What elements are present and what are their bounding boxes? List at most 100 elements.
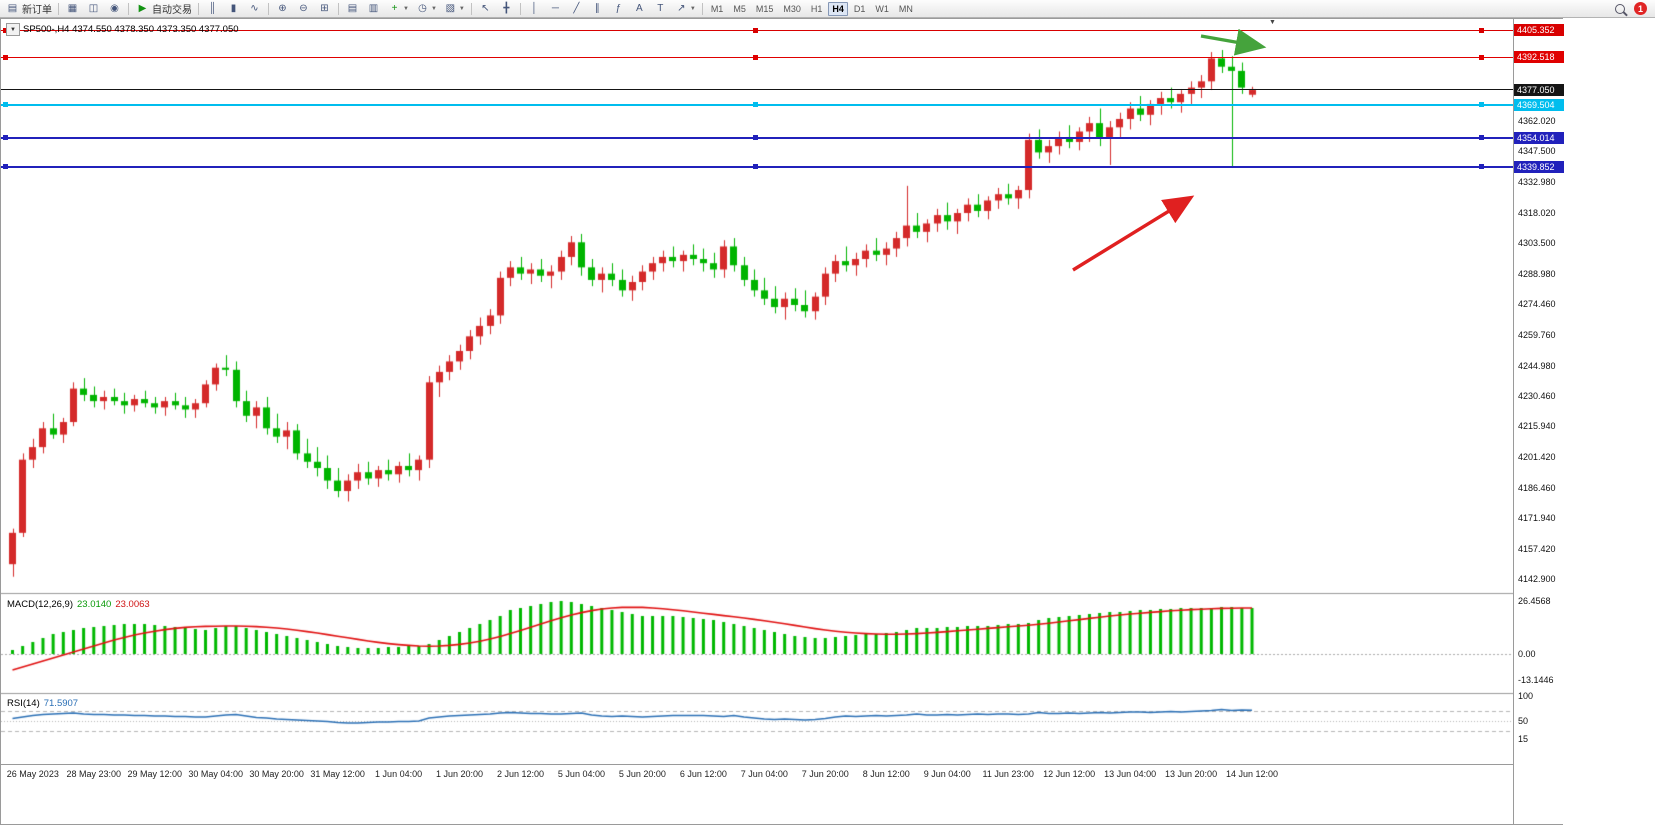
price-tag-4339.852: 4339.852 — [1514, 161, 1564, 174]
blue-line-4354-handle[interactable] — [1479, 134, 1484, 140]
period-icon-caret[interactable]: ▼ — [430, 5, 437, 12]
chart-profile-icon: ▥ — [368, 2, 379, 14]
symbol-header: ▼ SP500-,H4 4374.550 4378.350 4373.350 4… — [6, 23, 239, 36]
blue-line-4354-handle[interactable] — [753, 134, 758, 140]
zoom-out-button[interactable]: ⊖ — [293, 1, 314, 17]
search-icon[interactable] — [1615, 3, 1625, 14]
time-axis-label: 7 Jun 20:00 — [801, 769, 849, 779]
time-axis-label: 13 Jun 20:00 — [1165, 769, 1218, 779]
time-axis-label: 14 Jun 12:00 — [1225, 769, 1279, 779]
rsi-indicator-label: RSI(14) 71.5907 — [7, 698, 78, 709]
bar-chart-button[interactable]: ║ — [202, 1, 223, 17]
cyan-line-4369-handle[interactable] — [1479, 102, 1484, 108]
timeframe-button-M15[interactable]: M15 — [755, 3, 774, 14]
template-icon-caret[interactable]: ▼ — [458, 5, 465, 12]
timeframe-button-D1[interactable]: D1 — [853, 3, 866, 14]
cursor-button[interactable]: ↖ — [475, 1, 496, 17]
market-watch-icon: ◫ — [88, 2, 99, 14]
red-line-4392-handle[interactable] — [1479, 54, 1484, 60]
red-line-4405-handle[interactable] — [753, 27, 758, 33]
timeframe-button-M1[interactable]: M1 — [710, 3, 724, 14]
time-axis-label: 12 Jun 12:00 — [1043, 769, 1096, 779]
add-indicator-button[interactable]: + ▼ — [384, 1, 412, 17]
macd-axis-label: 0.00 — [1518, 649, 1536, 659]
timeframe-button-H1[interactable]: H1 — [810, 3, 823, 14]
candlestick-chart-canvas[interactable] — [1, 19, 1513, 764]
current-price-line[interactable] — [1, 89, 1513, 91]
timeframe-button-H4[interactable]: H4 — [828, 1, 848, 16]
price-axis-label: 4259.760 — [1518, 329, 1556, 340]
notification-badge[interactable]: 1 — [1634, 2, 1647, 15]
toolbar-separator — [338, 2, 339, 15]
cyan-line-4369-handle[interactable] — [3, 102, 8, 108]
price-axis-label: 4157.420 — [1518, 543, 1556, 554]
line-chart-button[interactable]: ∿ — [244, 1, 265, 17]
period-button[interactable]: ◷ ▼ — [412, 1, 440, 17]
add-indicator-icon-caret[interactable]: ▼ — [403, 5, 409, 12]
cursor-icon: ↖ — [481, 2, 490, 14]
macd-indicator-label: MACD(12,26,9) 23.0140 23.0063 — [7, 599, 150, 610]
blue-line-4354-handle[interactable] — [3, 134, 8, 140]
auto-trading-button[interactable]: ▶ 自动交易 — [132, 1, 195, 17]
blue-line-4339-handle[interactable] — [3, 164, 8, 170]
sound-alerts-button[interactable]: ◉ — [104, 1, 125, 17]
tile-windows-button[interactable]: ⊞ — [314, 1, 335, 17]
arrows-button[interactable]: ↗ ▼ — [671, 1, 699, 17]
price-tag-4354.014: 4354.014 — [1514, 131, 1564, 144]
red-line-4405-handle[interactable] — [3, 27, 8, 33]
auto-trading-label: 自动交易 — [152, 5, 192, 16]
red-line-4392-handle[interactable] — [3, 54, 8, 60]
arrows-icon: ↗ — [677, 2, 686, 14]
cyan-line-4369[interactable] — [1, 102, 1513, 108]
price-axis-label: 4332.980 — [1518, 176, 1556, 187]
red-line-4405-handle[interactable] — [1479, 27, 1484, 33]
red-arrow-annotation[interactable] — [1072, 195, 1195, 272]
time-axis-label: 11 Jun 23:00 — [982, 769, 1034, 779]
timeframe-button-M5[interactable]: M5 — [733, 3, 746, 14]
text-button[interactable]: A — [629, 1, 650, 17]
red-line-4392-handle[interactable] — [753, 54, 758, 60]
macd-axis-label: -13.1446 — [1518, 675, 1554, 686]
timeframe-button-MN[interactable]: MN — [898, 3, 913, 14]
template-button[interactable]: ▧ ▼ — [440, 1, 468, 17]
toolbar-separator — [701, 2, 703, 15]
timeframe-button-M30[interactable]: M30 — [783, 3, 801, 14]
crosshair-button[interactable]: ╋ — [496, 1, 517, 17]
timeframe-button-group: M1 M5 M15 M30 H1 H4 D1 W1 MN — [706, 1, 918, 16]
arrows-icon-caret[interactable]: ▼ — [689, 5, 696, 12]
toolbar-separator — [470, 2, 472, 15]
label-button[interactable]: T — [650, 1, 671, 17]
chart-profile-button[interactable]: ▥ — [363, 1, 384, 17]
new-chart-button[interactable]: ▤ — [342, 1, 363, 17]
charts-button[interactable]: ▦ — [62, 1, 83, 17]
vertical-line-button[interactable]: │ — [524, 1, 545, 17]
cyan-line-4369-handle[interactable] — [753, 102, 758, 108]
price-axis-label: 4186.460 — [1518, 482, 1556, 493]
timeframe-button-W1[interactable]: W1 — [875, 3, 889, 14]
horizontal-line-button[interactable]: ─ — [545, 1, 566, 17]
time-axis-label: 7 Jun 04:00 — [740, 769, 788, 779]
toolbar-separator — [268, 2, 269, 15]
blue-line-4354[interactable] — [1, 134, 1513, 140]
one-click-trading-caret-icon[interactable]: ▼ — [6, 23, 20, 36]
price-axis[interactable]: 4362.020 4347.500 4332.980 4318.020 4303.500… — [1513, 19, 1564, 824]
trendline-button[interactable]: ╱ — [566, 1, 587, 17]
market-watch-button[interactable]: ◫ — [83, 1, 104, 17]
blue-line-4339[interactable] — [1, 164, 1513, 170]
fibonacci-button[interactable]: ƒ — [608, 1, 629, 17]
blue-line-4339-handle[interactable] — [1479, 164, 1484, 170]
trendline-icon: ╱ — [573, 2, 580, 14]
tile-windows-icon: ⊞ — [320, 2, 329, 14]
new-order-button[interactable]: ▤ 新订单 — [2, 1, 55, 17]
green-arrow-annotation[interactable] — [1200, 28, 1267, 56]
rsi-name: RSI(14) — [7, 698, 40, 709]
red-line-4392[interactable] — [1, 54, 1513, 60]
time-axis[interactable]: 26 May 2023 28 May 23:00 29 May 12:00 30 Ma… — [1, 764, 1513, 787]
channel-button[interactable]: ∥ — [587, 1, 608, 17]
red-line-4405[interactable] — [1, 27, 1513, 33]
candlestick-chart-button[interactable]: ▮ — [223, 1, 244, 17]
zoom-in-button[interactable]: ⊕ — [272, 1, 293, 17]
charts-icon: ▦ — [67, 2, 78, 14]
chart-shift-marker-icon[interactable]: ▼ — [1269, 19, 1276, 26]
blue-line-4339-handle[interactable] — [753, 164, 758, 170]
